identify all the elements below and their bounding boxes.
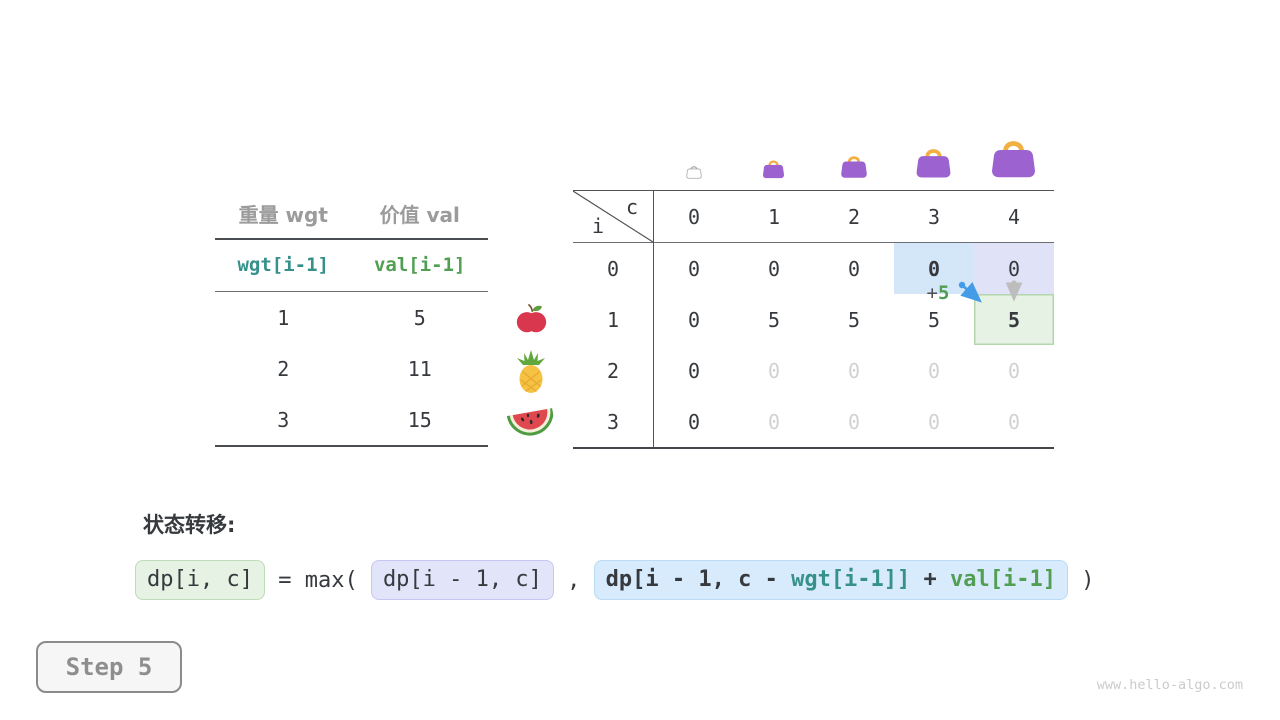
- arg2-plus: +: [910, 567, 951, 592]
- col-variable-label: c: [625, 195, 638, 219]
- item-3-value: 15: [407, 407, 432, 432]
- dp-cell-0-2: 0: [847, 256, 861, 281]
- item-2-weight: 2: [277, 356, 290, 381]
- item-row-3: 3 15: [215, 394, 488, 445]
- dp-cell-3-0: 0: [687, 409, 701, 434]
- step-badge: Step 5: [36, 641, 182, 693]
- dp-cell-3-3: 0: [927, 409, 941, 434]
- dp-cell-3-1: 0: [767, 409, 781, 434]
- formula-arg1-box: dp[i - 1, c]: [370, 560, 554, 601]
- dp-cell-1-4: 5: [974, 294, 1054, 345]
- formula-lhs-box: dp[i, c]: [135, 560, 265, 601]
- added-value: 5: [938, 282, 950, 304]
- dp-cell-2-0: 0: [687, 358, 701, 383]
- formula-heading: 状态转移:: [143, 513, 236, 537]
- dp-cell-1-1: 5: [767, 307, 781, 332]
- dp-cell-1-0: 0: [687, 307, 701, 332]
- formula-arg2-box: dp[i - 1, c - wgt[i-1]] + val[i-1]: [593, 560, 1069, 601]
- item-3-weight: 3: [277, 407, 290, 432]
- col-header-1: 1: [734, 191, 814, 243]
- dp-cell-0-0: 0: [687, 256, 701, 281]
- item-row-2: 2 11: [215, 343, 488, 394]
- dp-table: c i 0 1 2 3 4 0 0 0 0 0 0 1 0 5 5 5 5 2 …: [573, 190, 1054, 449]
- watermark: www.hello-algo.com: [1096, 677, 1243, 693]
- dp-cell-2-2: 0: [847, 358, 861, 383]
- dp-cell-1-2: 5: [847, 307, 861, 332]
- formula-close-paren: ): [1068, 567, 1095, 593]
- row-header-2: 2: [573, 345, 654, 396]
- items-table-code-row: wgt[i-1] val[i-1]: [215, 240, 488, 292]
- col-header-0: 0: [654, 191, 734, 243]
- arg2-wgt-term: wgt[i-1]]: [791, 567, 911, 592]
- formula-eq-max: = max(: [264, 567, 371, 593]
- row-variable-label: i: [592, 214, 605, 238]
- bag-icon-small: [763, 160, 784, 179]
- item-1-value: 5: [413, 305, 426, 330]
- weight-column-header: 重量 wgt: [238, 203, 328, 227]
- bag-icon-empty: [686, 166, 702, 179]
- dp-cell-1-3: 5: [927, 307, 941, 332]
- formula-comma: ,: [553, 567, 594, 593]
- dp-corner-cell: c i: [573, 191, 654, 243]
- prev-source-arrow: [1005, 280, 1023, 302]
- col-header-4: 4: [974, 191, 1054, 243]
- dp-cell-2-3: 0: [927, 358, 941, 383]
- arg2-prefix: dp[i - 1, c -: [605, 567, 792, 592]
- watermelon-icon: [506, 407, 554, 436]
- apple-icon: [516, 304, 547, 333]
- dp-cell-2-4: 0: [1007, 358, 1021, 383]
- max-source-arrow: [958, 281, 982, 303]
- corner-diagonal-line: [573, 191, 654, 243]
- plus-sign: +: [926, 282, 938, 304]
- plus-value-annotation: +5: [916, 283, 960, 303]
- bag-icon-large: [916, 149, 951, 178]
- col-header-2: 2: [814, 191, 894, 243]
- items-table-header: 重量 wgt 价值 val: [215, 192, 488, 240]
- dp-cell-3-4: 0: [1007, 409, 1021, 434]
- bag-icon-medium: [841, 156, 867, 178]
- bag-icon-xlarge: [992, 141, 1035, 178]
- dp-cell-0-1: 0: [767, 256, 781, 281]
- items-table: 重量 wgt 价值 val wgt[i-1] val[i-1] 1 5 2 11…: [215, 192, 488, 447]
- state-transition-formula: dp[i, c] = max( dp[i - 1, c] , dp[i - 1,…: [135, 560, 1095, 601]
- val-index-label: val[i-1]: [373, 254, 466, 276]
- row-header-0: 0: [573, 243, 654, 294]
- item-2-value: 11: [407, 356, 432, 381]
- col-header-3: 3: [894, 191, 974, 243]
- transition-arrows: [958, 280, 1023, 303]
- row-header-3: 3: [573, 396, 654, 447]
- row-header-1: 1: [573, 294, 654, 345]
- item-row-1: 1 5: [215, 292, 488, 343]
- dp-cell-3-2: 0: [847, 409, 861, 434]
- arg2-val-term: val[i-1]: [950, 567, 1057, 592]
- item-1-weight: 1: [277, 305, 290, 330]
- value-column-header: 价值 val: [379, 203, 460, 227]
- pineapple-icon: [517, 350, 545, 393]
- wgt-index-label: wgt[i-1]: [237, 254, 329, 276]
- dp-cell-2-1: 0: [767, 358, 781, 383]
